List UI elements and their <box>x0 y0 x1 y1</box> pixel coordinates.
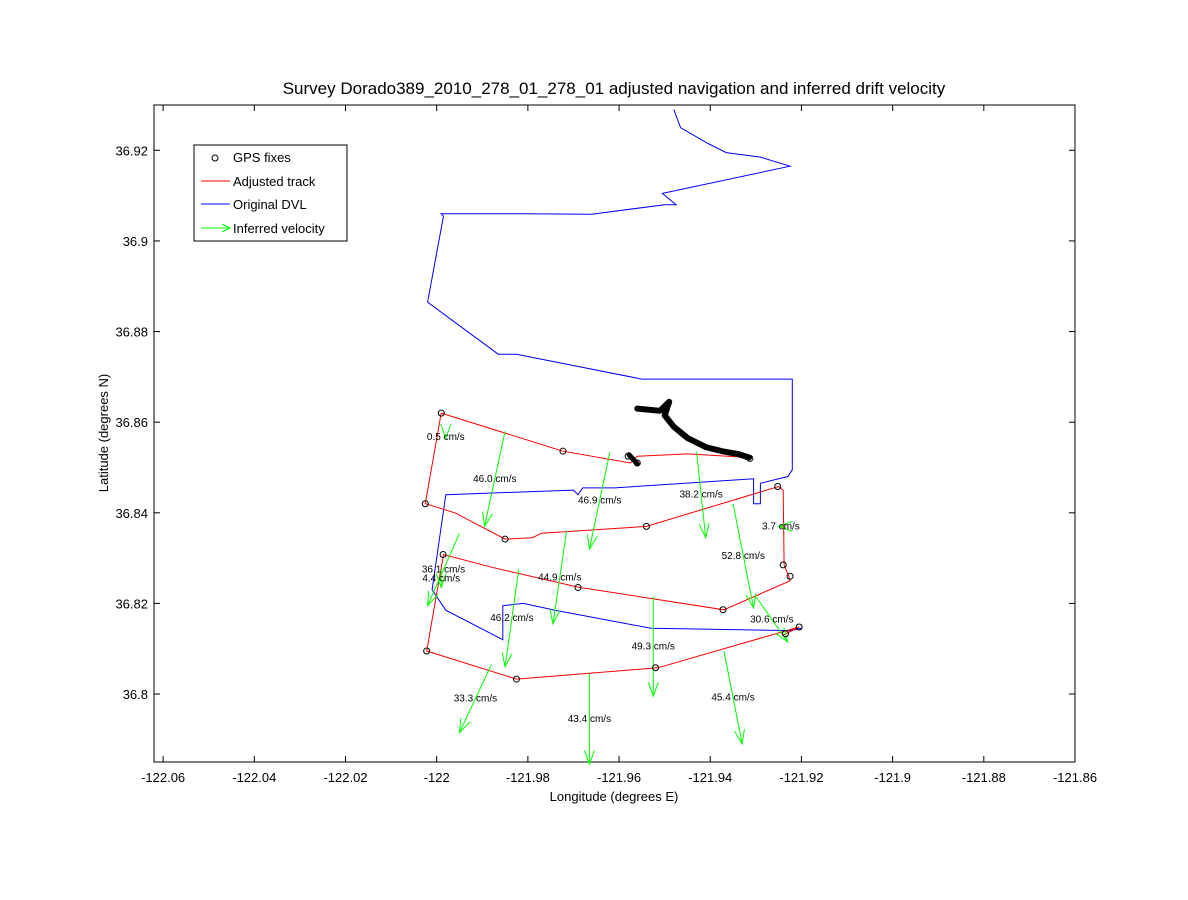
velocity-label: 49.3 cm/s <box>632 641 675 652</box>
velocity-label: 46.9 cm/s <box>578 495 621 506</box>
chart-title: Survey Dorado389_2010_278_01_278_01 adju… <box>283 79 946 98</box>
x-tick-label: -121.92 <box>779 770 823 785</box>
velocity-arrows: 0.5 cm/s 46.0 cm/s 46.9 cm/s 38.2 cm/s 36.1 … <box>422 423 800 766</box>
velocity-label: 36.1 cm/s <box>422 564 465 575</box>
gps-fix-marker <box>512 675 520 683</box>
x-tick-label: -121.98 <box>506 770 550 785</box>
velocity-label: 30.6 cm/s <box>750 614 793 625</box>
y-tick-label: 36.86 <box>115 415 148 430</box>
gps-fix-marker <box>774 483 782 491</box>
x-tick-label: -122.06 <box>141 770 185 785</box>
velocity-arrowhead <box>501 652 513 669</box>
legend-gps-label: GPS fixes <box>233 150 291 165</box>
x-tick-label: -122.04 <box>232 770 276 785</box>
velocity-arrow <box>696 451 707 538</box>
velocity-arrowhead <box>458 717 471 734</box>
y-tick-label: 36.9 <box>123 234 148 249</box>
velocity-label: 45.4 cm/s <box>711 692 754 703</box>
adjusted-track-line <box>424 413 800 680</box>
legend-box <box>193 144 348 242</box>
velocity-arrow <box>427 532 460 606</box>
x-tick-label: -121.88 <box>962 770 1006 785</box>
velocity-arrowhead <box>777 520 793 532</box>
velocity-label: 43.4 cm/s <box>568 714 611 725</box>
velocity-label: 38.2 cm/s <box>679 490 722 501</box>
y-axis-label: Latitude (degrees N) <box>96 374 111 493</box>
velocity-label: 4.4 cm/s <box>422 573 460 584</box>
gps-fix-marker <box>423 647 431 655</box>
axis-ticks: -122.06 -122.04 -122.02 -122 -121.98 -121.96 -… <box>115 105 1097 785</box>
x-tick-label: -122 <box>424 770 450 785</box>
legend-velocity-label: Inferred velocity <box>233 221 325 236</box>
velocity-arrow <box>723 650 743 744</box>
gps-fixes <box>421 409 803 683</box>
velocity-arrowhead <box>775 627 789 644</box>
velocity-arrowhead <box>435 573 447 590</box>
gps-fix-marker <box>779 561 787 569</box>
legend: GPS fixes Adjusted track Original DVL In… <box>193 144 348 242</box>
y-tick-label: 36.92 <box>115 143 148 158</box>
x-axis-label: Longitude (degrees E) <box>550 789 679 804</box>
velocity-arrow <box>552 530 568 624</box>
legend-adjusted-label: Adjusted track <box>233 174 316 189</box>
gps-fix-marker <box>421 500 429 508</box>
velocity-arrow <box>504 569 520 667</box>
velocity-arrow <box>588 451 611 550</box>
gps-fix-marker <box>719 606 727 614</box>
legend-dvl-label: Original DVL <box>233 197 307 212</box>
gps-fix-marker <box>786 572 794 580</box>
velocity-label: 52.8 cm/s <box>722 551 765 562</box>
gps-fix-marker <box>746 454 754 462</box>
y-tick-label: 36.88 <box>115 325 148 340</box>
velocity-arrowhead <box>586 534 598 551</box>
velocity-label: 0.5 cm/s <box>427 432 465 443</box>
gps-fix-marker <box>439 550 447 558</box>
velocity-arrowhead <box>698 523 710 540</box>
series-group <box>424 109 802 680</box>
x-tick-label: -121.96 <box>597 770 641 785</box>
gps-dense-track <box>634 398 752 461</box>
y-tick-label: 36.84 <box>115 506 148 521</box>
gps-fix-marker <box>633 459 641 467</box>
x-tick-label: -121.86 <box>1053 770 1097 785</box>
gps-fix-marker <box>559 447 567 455</box>
gps-fix-marker <box>642 522 650 530</box>
dvl-track-line <box>427 109 802 641</box>
gps-fix-marker <box>795 623 803 631</box>
velocity-arrow <box>484 431 506 527</box>
velocity-arrowhead <box>745 593 757 610</box>
gps-fix-marker <box>624 452 632 460</box>
velocity-arrowhead <box>734 729 745 746</box>
velocity-label: 46.2 cm/s <box>490 613 533 624</box>
gps-fix-marker <box>574 584 582 592</box>
gps-fix-marker <box>501 535 509 543</box>
x-tick-label: -121.94 <box>688 770 732 785</box>
velocity-arrowhead <box>440 423 452 440</box>
x-tick-label: -122.02 <box>323 770 367 785</box>
velocity-label: 44.9 cm/s <box>538 572 581 583</box>
gps-fix-marker <box>781 630 789 638</box>
x-tick-label: -121.9 <box>874 770 911 785</box>
legend-velocity-arrowhead <box>221 223 232 233</box>
y-tick-label: 36.8 <box>123 687 148 702</box>
velocity-label: 46.0 cm/s <box>473 474 516 485</box>
gps-fix-marker <box>437 409 445 417</box>
velocity-arrowhead <box>583 750 595 766</box>
velocity-arrow <box>732 503 755 609</box>
gps-dense-segment <box>626 452 640 467</box>
velocity-label: 3.7 cm/s <box>762 521 800 532</box>
velocity-arrowhead <box>647 682 659 698</box>
velocity-arrowhead <box>549 609 561 626</box>
gps-fix-marker <box>652 664 660 672</box>
velocity-arrowhead <box>482 511 493 528</box>
velocity-arrowhead <box>427 590 439 608</box>
velocity-label: 33.3 cm/s <box>454 694 497 705</box>
velocity-arrow <box>459 664 492 733</box>
y-tick-label: 36.82 <box>115 596 148 611</box>
legend-gps-marker <box>211 154 219 162</box>
